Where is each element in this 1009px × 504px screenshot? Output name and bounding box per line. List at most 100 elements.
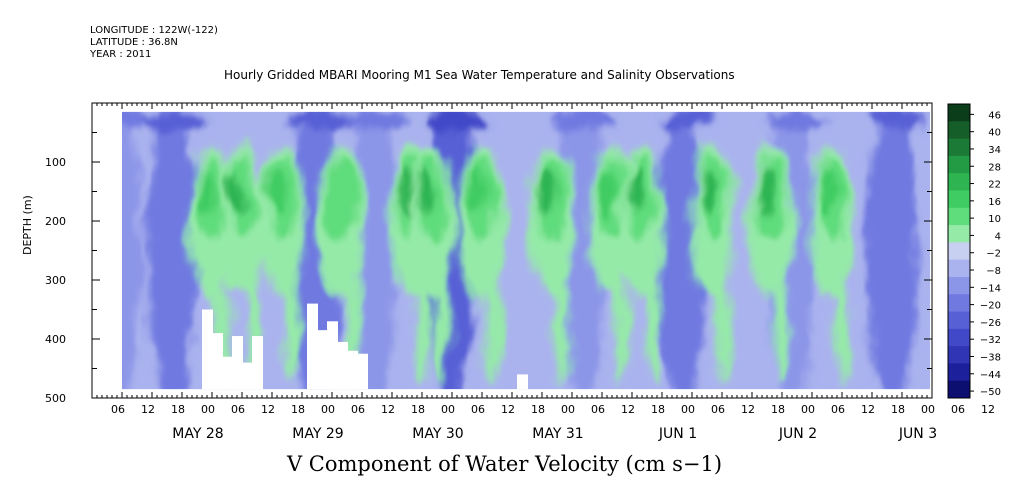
colorbar-label: −32 (980, 335, 1001, 346)
colorbar-swatch (948, 242, 970, 261)
colorbar-swatch (948, 173, 970, 191)
negative-band (147, 111, 197, 390)
colorbar-swatch (948, 207, 970, 226)
positive-band-peak (228, 169, 246, 214)
positive-band-deep (284, 272, 300, 383)
x-day-label: MAY 31 (532, 426, 583, 442)
colorbar-swatch (948, 346, 970, 364)
colorbar-label: −8 (986, 266, 1001, 277)
x-hour-label: 18 (531, 403, 545, 416)
negative-band-surface (122, 111, 152, 130)
colorbar-swatch (948, 190, 970, 209)
colorbar-label: −26 (980, 318, 1001, 329)
x-hour-label: 06 (951, 403, 965, 416)
x-hour-label: 06 (351, 403, 365, 416)
x-hour-label: 12 (141, 403, 155, 416)
x-hour-label: 06 (591, 403, 605, 416)
x-day-label: JUN 3 (898, 426, 937, 442)
colorbar-label: 40 (988, 128, 1001, 139)
colorbar-swatch (948, 311, 970, 330)
missing-data-layer (202, 303, 528, 390)
colorbar-label: 34 (988, 145, 1001, 156)
colorbar-swatch (948, 328, 970, 347)
y-tick-label: 500 (45, 392, 66, 405)
colorbar-label: 10 (988, 214, 1001, 225)
positive-band-peak (598, 169, 616, 214)
x-hour-label: 00 (201, 403, 215, 416)
x-hour-label: 18 (891, 403, 905, 416)
axes: 100 200 300 400 500 06 12 18 00 06 12 18 00 06 12 18 00 0… (45, 103, 995, 442)
x-day-label: JUN 2 (778, 426, 817, 442)
colorbar-label: −38 (980, 352, 1001, 363)
negative-band (122, 111, 142, 390)
x-hour-label: 18 (771, 403, 785, 416)
colorbar-swatch (948, 104, 970, 122)
x-hour-label: 06 (471, 403, 485, 416)
negative-band (867, 111, 917, 390)
colorbar-label: 16 (988, 197, 1001, 208)
chart-title: Hourly Gridded MBARI Mooring M1 Sea Wate… (224, 68, 735, 82)
colorbar-swatch (948, 225, 970, 243)
positive-band-deep (434, 272, 450, 383)
positive-band-deep (614, 272, 630, 383)
colorbar-label: 4 (995, 231, 1001, 242)
positive-band-peak (818, 169, 836, 214)
y-tick-label: 300 (45, 274, 66, 287)
missing-data-column (327, 321, 338, 390)
x-hour-label: 00 (681, 403, 695, 416)
positive-band-peak (628, 169, 646, 214)
y-tick-label: 200 (45, 215, 66, 228)
missing-data-column (242, 362, 253, 390)
x-hour-label: 00 (321, 403, 335, 416)
negative-band-surface (427, 111, 487, 130)
colorbar: 46 40 34 28 22 16 10 4 −2 −8 −14 −20 −26 −32 −38 −44 −50 (947, 103, 1001, 399)
x-hour-label: 12 (741, 403, 755, 416)
colorbar-frame (947, 103, 971, 399)
latitude-label: LATITUDE : 36.8N (90, 37, 178, 48)
negative-band-surface (657, 111, 717, 130)
positive-band-peak (468, 169, 486, 214)
positive-band-deep (774, 272, 790, 383)
positive-band-deep (834, 272, 850, 383)
positive-band-peak (538, 169, 556, 214)
missing-data-column (337, 341, 348, 390)
colorbar-swatch (948, 138, 970, 157)
positive-band-deep (484, 272, 500, 383)
colorbar-swatch (948, 363, 970, 382)
x-day-label: MAY 30 (412, 426, 463, 442)
missing-data-column (357, 353, 368, 390)
negative-band-surface (867, 111, 927, 130)
x-hour-label: 18 (651, 403, 665, 416)
positive-band-deep (714, 272, 730, 383)
x-hour-label: 06 (831, 403, 845, 416)
colorbar-swatch (948, 121, 970, 140)
negative-band-surface (767, 111, 827, 130)
colorbar-label: −14 (980, 283, 1001, 294)
positive-band-deep (644, 272, 660, 383)
colorbar-label: 46 (988, 110, 1001, 121)
x-hour-label: 12 (981, 403, 995, 416)
positive-band-deep (554, 272, 570, 383)
colorbar-label: −2 (986, 249, 1001, 260)
x-hour-label: 18 (171, 403, 185, 416)
colorbar-label: −50 (980, 387, 1001, 398)
colorbar-label: 22 (988, 180, 1001, 191)
positive-band-deep (414, 272, 430, 383)
missing-data-column (202, 309, 213, 390)
positive-band-peak (418, 169, 436, 214)
x-hour-label: 00 (801, 403, 815, 416)
x-hour-label: 00 (561, 403, 575, 416)
x-hour-label: 00 (441, 403, 455, 416)
x-hour-label: 06 (231, 403, 245, 416)
x-hour-label: 00 (921, 403, 935, 416)
colorbar-swatch (948, 259, 970, 278)
x-hour-label: 06 (711, 403, 725, 416)
x-day-label: JUN 1 (658, 426, 697, 442)
year-label: YEAR : 2011 (90, 49, 152, 60)
chart-subtitle: V Component of Water Velocity (cm s−1) (286, 452, 723, 476)
colorbar-swatch (948, 276, 970, 295)
positive-band-peak (198, 169, 216, 214)
colorbar-swatch (948, 155, 970, 174)
positive-band-peak (268, 169, 286, 214)
y-tick-label: 100 (45, 156, 66, 169)
